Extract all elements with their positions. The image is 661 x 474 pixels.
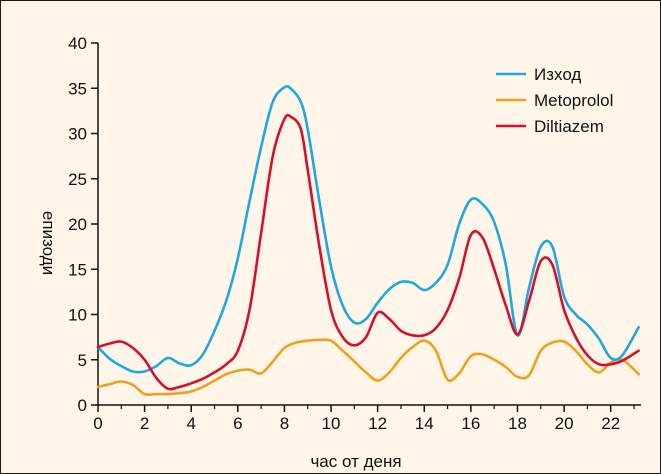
x-tick-label: 20 [555, 414, 574, 433]
y-tick-label: 40 [68, 34, 87, 53]
series-line-baseline [96, 85, 640, 374]
x-axis-title: час от деня [310, 452, 401, 471]
series-lines [96, 85, 640, 397]
x-tick-label: 18 [508, 414, 527, 433]
y-tick-label: 25 [68, 170, 87, 189]
x-tick-label: 0 [93, 414, 102, 433]
legend-label-diltiazem: Diltiazem [534, 117, 604, 136]
x-tick-label: 16 [461, 414, 480, 433]
y-tick-label: 15 [68, 260, 87, 279]
y-tick-label: 30 [68, 125, 87, 144]
legend-label-baseline: Изход [534, 65, 581, 84]
y-tick-label: 0 [78, 396, 87, 415]
x-tick-label: 22 [601, 414, 620, 433]
y-tick-label: 35 [68, 79, 87, 98]
legend: Изход Metoprolol Diltiazem [496, 65, 613, 136]
x-tick-label: 10 [322, 414, 341, 433]
legend-label-metoprolol: Metoprolol [534, 91, 613, 110]
x-tick-label: 2 [140, 414, 149, 433]
x-tick-label: 12 [368, 414, 387, 433]
x-tick-label: 14 [415, 414, 434, 433]
series-line-metoprolol [96, 338, 640, 397]
x-tick-label: 8 [280, 414, 289, 433]
x-tick-label: 4 [186, 414, 195, 433]
y-tick-label: 10 [68, 306, 87, 325]
y-axis-title: епизоди [39, 211, 58, 275]
y-tick-label: 5 [78, 351, 87, 370]
x-tick-label: 6 [233, 414, 242, 433]
y-tick-label: 20 [68, 215, 87, 234]
series-line-diltiazem [96, 113, 640, 391]
axes: 0 5 10 15 20 25 30 35 40 0 2 4 6 8 10 12 14 16 18 20 22 [68, 34, 641, 433]
